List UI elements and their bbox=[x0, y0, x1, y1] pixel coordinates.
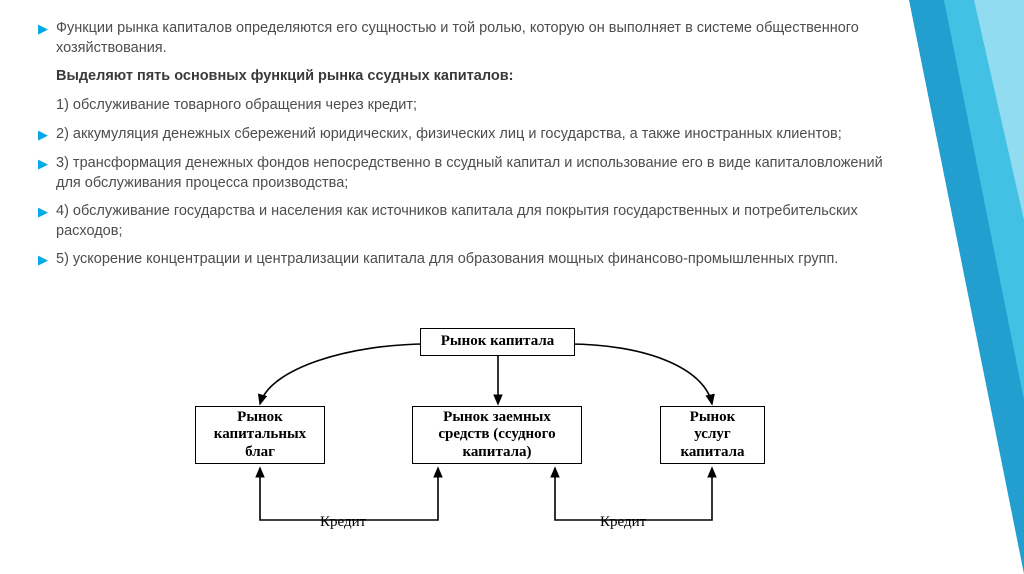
bullet-marker-icon: ▶ bbox=[38, 153, 56, 174]
diagram-node-left: Рыноккапитальныхблаг bbox=[195, 406, 325, 464]
bullet-item: ▶2) аккумуляция денежных сбережений юрид… bbox=[38, 124, 898, 145]
bullet-text: 5) ускорение концентрации и централизаци… bbox=[56, 249, 838, 269]
bullet-item: ▶4) обслуживание государства и населения… bbox=[38, 201, 898, 241]
bullet-text: 4) обслуживание государства и населения … bbox=[56, 201, 898, 241]
bullet-text: 2) аккумуляция денежных сбережений юриди… bbox=[56, 124, 842, 144]
bullet-text: 3) трансформация денежных фондов непосре… bbox=[56, 153, 898, 193]
bullet-text: 1) обслуживание товарного обращения чере… bbox=[56, 95, 417, 115]
slide: ▶Функции рынка капиталов определяются ег… bbox=[0, 0, 1024, 574]
bullet-marker-icon: ▶ bbox=[38, 201, 56, 222]
decor-tri-3 bbox=[974, 0, 1024, 220]
decor-tri-1 bbox=[909, 0, 1024, 574]
bullet-marker-icon: ▶ bbox=[38, 249, 56, 270]
bullet-item: ▶Функции рынка капиталов определяются ег… bbox=[38, 18, 898, 58]
bullet-text: Выделяют пять основных функций рынка ссу… bbox=[56, 66, 513, 86]
bullet-marker-icon: ▶ bbox=[38, 18, 56, 39]
diagram-label-credit2: Кредит bbox=[600, 514, 646, 531]
capital-market-diagram: Рынок капитала Рыноккапитальныхблаг Рынок … bbox=[180, 328, 800, 558]
diagram-node-right: Рынокуслугкапитала bbox=[660, 406, 765, 464]
diagram-node-center: Рынок заемныхсредств (ссудногокапитала) bbox=[412, 406, 582, 464]
bullet-item: ▶5) ускорение концентрации и централизац… bbox=[38, 249, 898, 270]
bullet-item: ▶1) обслуживание товарного обращения чер… bbox=[38, 95, 898, 116]
bullet-list: ▶Функции рынка капиталов определяются ег… bbox=[38, 18, 898, 278]
bullet-item: ▶3) трансформация денежных фондов непоср… bbox=[38, 153, 898, 193]
diagram-node-root: Рынок капитала bbox=[420, 328, 575, 356]
decor-tri-2 bbox=[944, 0, 1024, 400]
diagram-label-credit1: Кредит bbox=[320, 514, 366, 531]
bullet-marker-icon: ▶ bbox=[38, 124, 56, 145]
bullet-item: ▶Выделяют пять основных функций рынка сс… bbox=[38, 66, 898, 87]
bullet-text: Функции рынка капиталов определяются его… bbox=[56, 18, 898, 58]
